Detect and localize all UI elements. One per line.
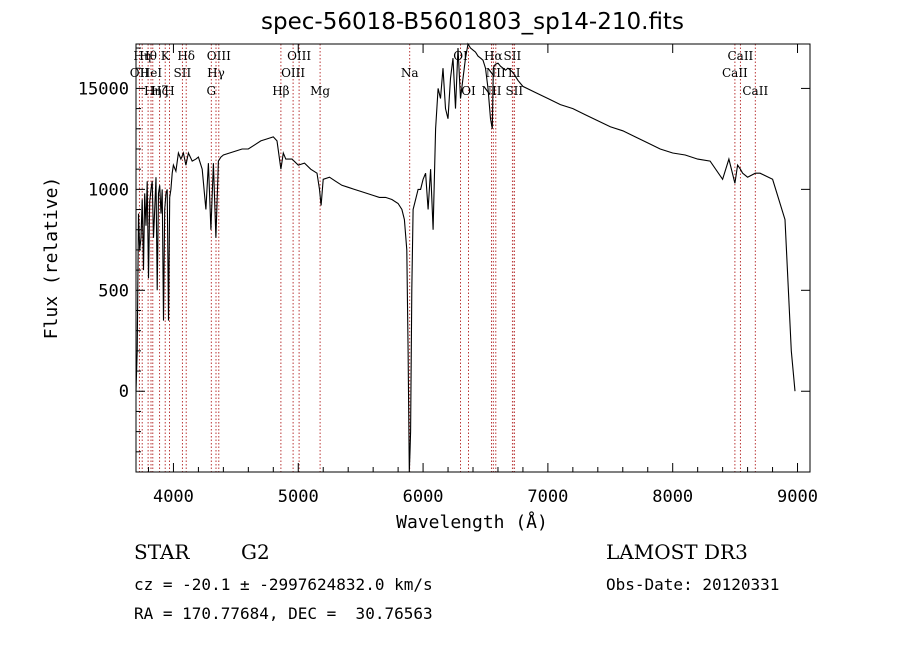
object-subclass: G2 [241,540,270,564]
line-label-14: OIII [281,66,305,80]
line-label-3: HeI [140,66,163,80]
line-label-19: OI [461,84,476,98]
line-label-17: Na [401,66,419,80]
x-axis-label: Wavelength (Å) [396,511,548,533]
x-tick-label-0: 4000 [153,487,194,507]
chart-title: spec-56018-B5601803_sp14-210.fits [261,9,684,35]
line-label-28: CaII [742,84,768,98]
line-label-23: SII [504,49,522,63]
y-axis-label: Flux (relative) [41,177,62,340]
line-label-27: CaII [727,49,753,63]
x-ticks: 4000 5000 6000 7000 8000 9000 [147,44,818,507]
line-markers [138,44,756,472]
redshift-text: cz = -20.1 ± -2997624832.0 km/s [134,575,433,594]
x-tick-label-1: 5000 [278,487,319,507]
line-label-24: SII [505,84,523,98]
y-tick-label-1: 500 [98,281,129,301]
line-label-18: OI [453,49,468,63]
x-tick-label-5: 9000 [777,487,818,507]
survey-name: LAMOST DR3 [606,540,748,564]
line-label-10: G [207,84,217,98]
line-label-5: Hζ [151,84,168,98]
object-type: STAR [134,540,190,564]
line-label-7: H [164,84,174,98]
line-label-8: SII [174,66,192,80]
x-tick-label-4: 8000 [652,487,693,507]
line-label-25: LI [508,66,521,80]
line-label-20: NII [482,84,502,98]
line-labels: OIIHηHθHeIHηHζKHSIIHδGHγOIIIHβOIIIOIIIMg… [130,49,769,98]
line-label-26: CaII [722,66,748,80]
line-label-13: Hβ [272,84,289,98]
line-label-22: NII [486,66,506,80]
line-label-16: Mg [310,84,330,98]
spectrum-line [135,42,796,473]
observation-date: Obs-Date: 20120331 [606,575,780,594]
line-label-21: Hα [484,49,503,63]
line-label-1: Hη [133,49,151,63]
line-label-2: Hθ [139,49,157,63]
y-tick-label-3: 15000 [78,79,129,99]
coordinates-text: RA = 170.77684, DEC = 30.76563 [134,604,433,623]
y-tick-label-2: 1000 [88,180,129,200]
line-label-15: OIII [287,49,311,63]
plot-frame [135,43,811,473]
x-tick-label-2: 6000 [403,487,444,507]
x-tick-label-3: 7000 [527,487,568,507]
line-label-6: K [161,49,171,63]
line-label-9: Hδ [177,49,195,63]
line-label-0: OII [130,66,150,80]
y-tick-label-0: 0 [119,382,129,402]
line-label-11: Hγ [207,66,225,80]
line-label-12: OIII [207,49,231,63]
line-label-4: Hη [144,84,162,98]
y-ticks: 0 500 1000 15000 [78,47,810,453]
